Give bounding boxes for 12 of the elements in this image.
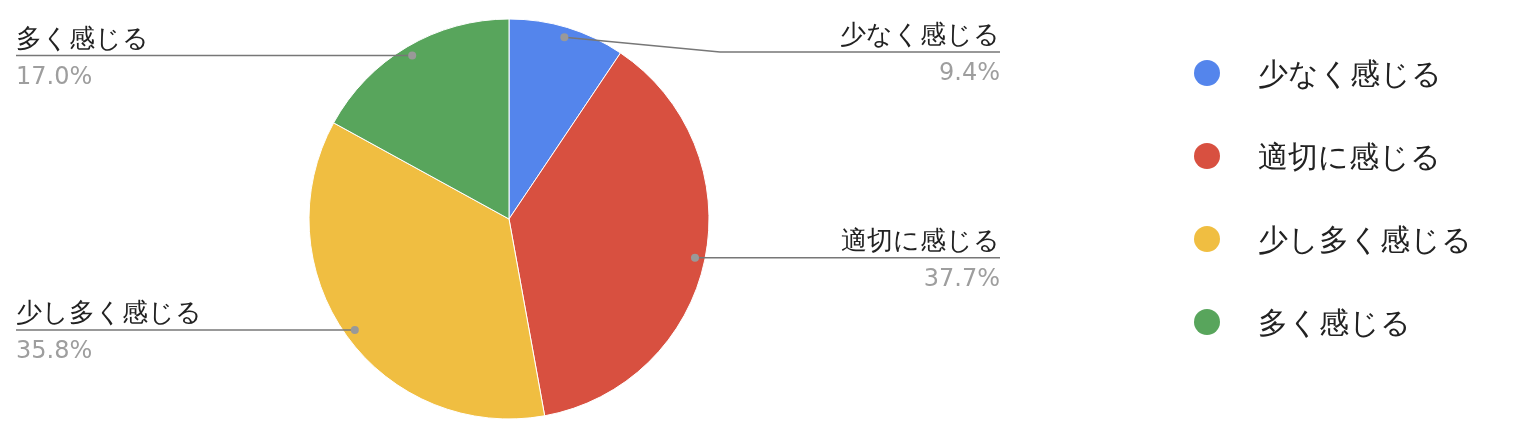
legend-label: 適切に感じる	[1258, 138, 1441, 174]
data-label: 37.7%	[923, 263, 1000, 292]
legend-label: 多く感じる	[1258, 304, 1411, 340]
slice-label: 少し多く感じる	[16, 297, 202, 328]
slice-label: 適切に感じる	[841, 224, 1000, 255]
legend-label: 少し多く感じる	[1258, 221, 1472, 257]
slice-label: 多く感じる	[16, 22, 149, 53]
data-label: 17.0%	[16, 61, 93, 90]
legend-label: 少なく感じる	[1258, 55, 1442, 91]
slice-label: 少なく感じる	[840, 19, 1000, 49]
data-label: 9.4%	[939, 58, 1000, 86]
data-label: 35.8%	[16, 336, 93, 365]
